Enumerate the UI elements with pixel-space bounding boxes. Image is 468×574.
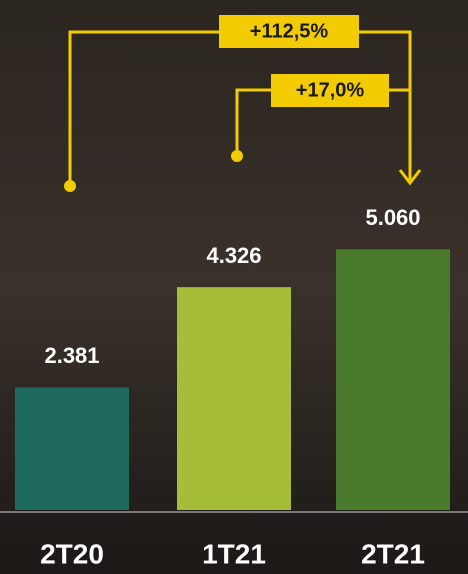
annotation: +17,0% bbox=[296, 79, 365, 101]
bracket-dot bbox=[64, 180, 76, 192]
annotation-box bbox=[219, 15, 359, 48]
bar bbox=[336, 249, 450, 511]
bar bbox=[15, 387, 129, 510]
bar bbox=[177, 287, 291, 510]
data-label: 2.381 bbox=[44, 343, 99, 368]
annotation-box bbox=[271, 74, 389, 107]
x-tick-label: 2T21 bbox=[361, 538, 425, 569]
data-label: 4.326 bbox=[206, 243, 261, 268]
annotation: +112,5% bbox=[250, 20, 329, 42]
bracket-dot bbox=[231, 150, 243, 162]
x-tick-label: 1T21 bbox=[202, 538, 266, 569]
data-label: 5.060 bbox=[365, 205, 420, 230]
x-tick-label: 2T20 bbox=[40, 538, 104, 569]
